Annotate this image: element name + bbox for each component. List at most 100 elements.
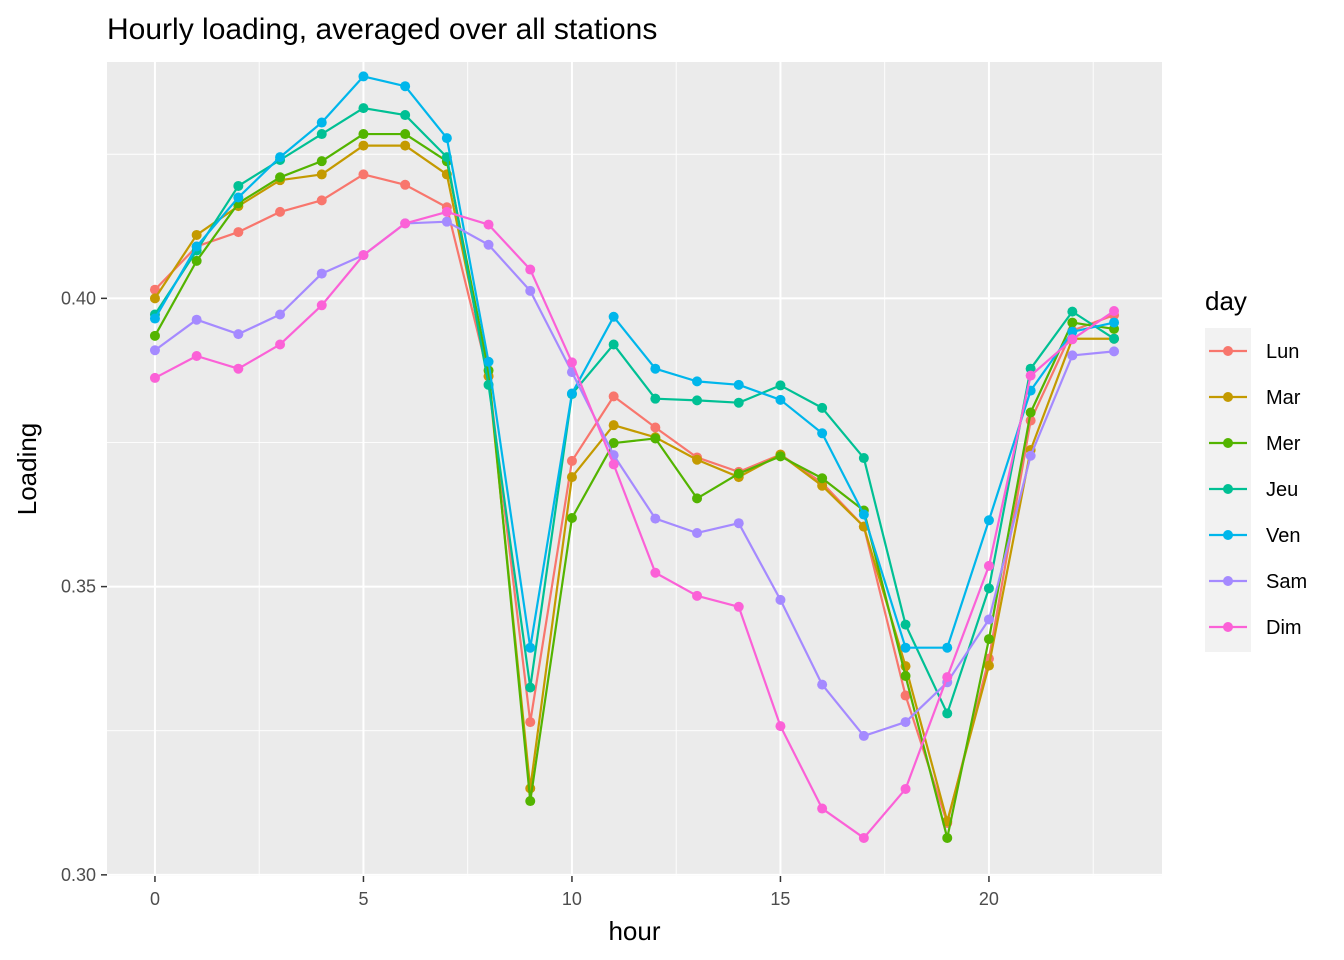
series-line-dim xyxy=(154,210,1115,840)
legend-item-sam: Sam xyxy=(1209,571,1307,593)
data-point-jeu xyxy=(775,380,786,391)
data-point-sam xyxy=(233,329,244,340)
data-point-jeu xyxy=(817,402,828,413)
data-point-dim xyxy=(566,357,577,368)
data-point-ven xyxy=(858,509,869,520)
data-point-sam xyxy=(733,518,744,529)
legend-items: Lun Mar Mer Jeu Ven Sam Dim xyxy=(1209,341,1307,639)
legend-key-point xyxy=(1223,622,1233,632)
plot-panel xyxy=(107,62,1162,876)
data-point-ven xyxy=(900,642,911,653)
data-point-jeu xyxy=(650,393,661,404)
data-point-lun xyxy=(900,690,911,701)
data-point-jeu xyxy=(983,583,994,594)
data-point-lun xyxy=(149,284,160,295)
data-point-ven xyxy=(441,133,452,144)
legend-label: Mar xyxy=(1266,387,1301,409)
data-point-lun xyxy=(233,227,244,238)
legend-key-point xyxy=(1223,484,1233,494)
data-point-mer xyxy=(900,670,911,681)
legend-key-point xyxy=(1223,346,1233,356)
data-point-dim xyxy=(275,339,286,350)
data-point-mer xyxy=(1067,317,1078,328)
data-point-sam xyxy=(1067,350,1078,361)
series-line-mer xyxy=(153,132,1115,840)
data-point-ven xyxy=(1067,326,1078,337)
x-tick-label: 0 xyxy=(150,889,160,909)
data-point-ven xyxy=(775,394,786,405)
data-point-sam xyxy=(483,239,494,250)
legend-item-dim: Dim xyxy=(1209,617,1302,639)
x-tick-label: 10 xyxy=(562,889,582,909)
data-point-sam xyxy=(1025,450,1036,461)
legend-item-jeu: Jeu xyxy=(1209,479,1298,501)
series-line-jeu xyxy=(154,107,1115,715)
data-point-jeu xyxy=(608,339,619,350)
data-point-sam xyxy=(316,268,327,279)
data-point-ven xyxy=(483,356,494,367)
data-point-mer xyxy=(817,473,828,484)
data-point-mer xyxy=(191,255,202,266)
series-sam xyxy=(149,216,1120,741)
y-axis: 0.30 0.35 0.40 xyxy=(61,288,107,885)
y-tick-label: 0.40 xyxy=(61,288,96,308)
data-point-mer xyxy=(650,433,661,444)
data-point-mer xyxy=(525,796,536,807)
data-point-ven xyxy=(733,379,744,390)
data-point-dim xyxy=(441,206,452,217)
data-point-mer xyxy=(275,172,286,183)
data-point-mer xyxy=(692,493,703,504)
series-line-sam xyxy=(154,220,1115,738)
data-point-ven xyxy=(275,152,286,163)
data-point-sam xyxy=(441,216,452,227)
data-point-mar xyxy=(400,140,411,151)
minor-gridlines xyxy=(107,62,1162,876)
data-point-jeu xyxy=(1067,306,1078,317)
data-point-ven xyxy=(233,192,244,203)
data-point-ven xyxy=(191,241,202,252)
data-point-mer xyxy=(733,468,744,479)
data-point-dim xyxy=(775,721,786,732)
data-point-sam xyxy=(775,594,786,605)
data-point-lun xyxy=(608,391,619,402)
data-point-lun xyxy=(275,206,286,217)
data-point-dim xyxy=(1067,334,1078,345)
legend-label: Ven xyxy=(1266,525,1300,547)
data-point-lun xyxy=(316,195,327,206)
data-point-ven xyxy=(608,311,619,322)
data-point-ven xyxy=(942,642,953,653)
legend-item-mer: Mer xyxy=(1209,433,1301,455)
data-point-mer xyxy=(942,832,953,843)
data-point-sam xyxy=(900,717,911,728)
legend-label: Dim xyxy=(1266,617,1302,639)
data-point-dim xyxy=(817,803,828,814)
data-point-ven xyxy=(358,71,369,82)
data-point-mar xyxy=(608,420,619,431)
x-tick-label: 15 xyxy=(770,889,790,909)
data-point-dim xyxy=(858,832,869,843)
series-dim xyxy=(149,206,1120,843)
data-point-dim xyxy=(983,560,994,571)
data-point-jeu xyxy=(692,395,703,406)
data-point-dim xyxy=(316,300,327,311)
data-point-jeu xyxy=(1025,363,1036,374)
data-point-sam xyxy=(525,285,536,296)
data-point-sam xyxy=(191,314,202,325)
x-tick-label: 20 xyxy=(979,889,999,909)
data-point-mar xyxy=(692,454,703,465)
data-point-mer xyxy=(983,634,994,645)
data-point-dim xyxy=(149,372,160,383)
data-point-ven xyxy=(525,642,536,653)
legend-label: Sam xyxy=(1266,571,1307,593)
legend-item-lun: Lun xyxy=(1209,341,1299,363)
data-point-sam xyxy=(817,679,828,690)
data-point-mer xyxy=(358,129,369,140)
series-line-ven xyxy=(154,75,1115,649)
y-tick-label: 0.35 xyxy=(61,577,96,597)
series-line-mar xyxy=(154,144,1115,823)
legend: day Lun Mar Mer Jeu Ven Sam Dim xyxy=(1205,286,1307,652)
x-tick-label: 5 xyxy=(358,889,368,909)
data-point-mar xyxy=(358,140,369,151)
data-point-dim xyxy=(525,264,536,275)
